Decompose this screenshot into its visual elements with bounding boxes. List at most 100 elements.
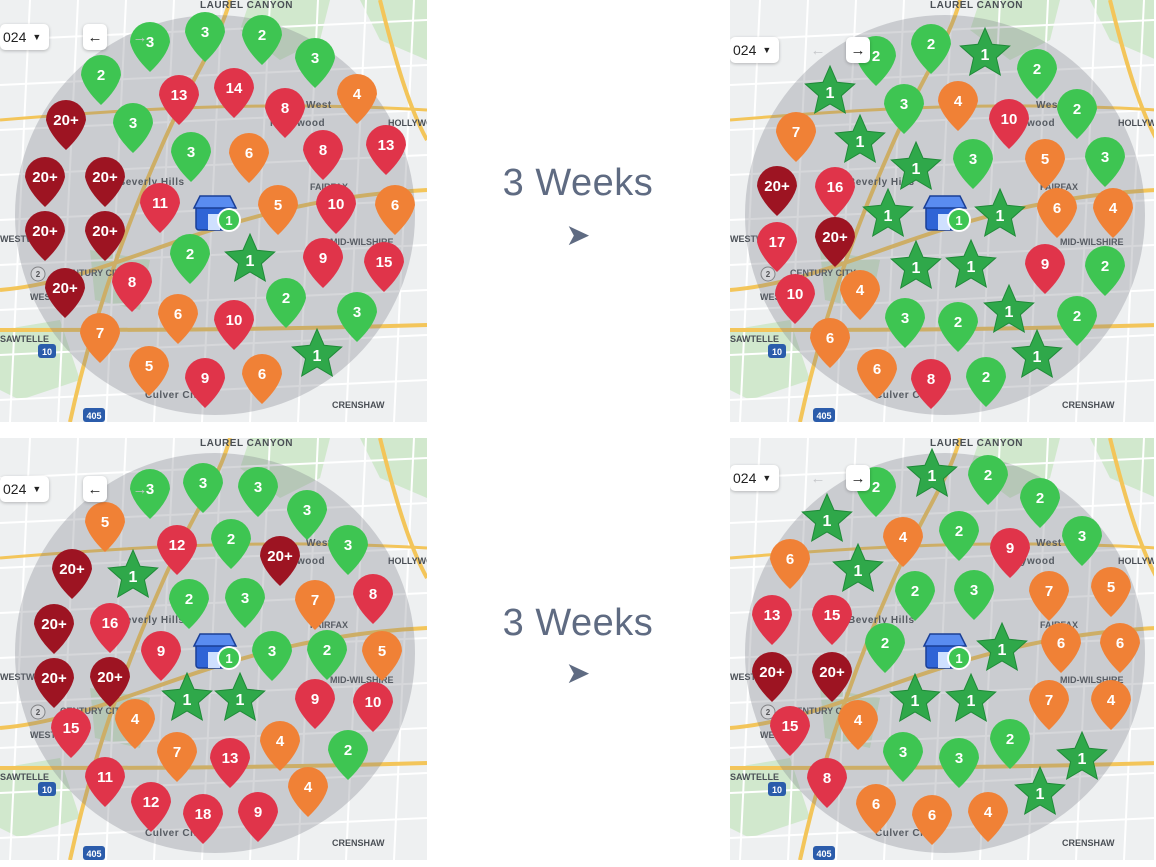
map-canvas[interactable]: LAUREL CANYONWestHollywoodHOLLYWOODBever… xyxy=(730,0,1154,422)
rank-pin-marker[interactable]: 8 xyxy=(302,129,343,180)
rank-pin-marker[interactable]: 2 xyxy=(1057,89,1097,139)
rank-pin-marker[interactable]: 20+ xyxy=(34,604,74,654)
rank-pin-marker[interactable]: 3 xyxy=(885,298,925,348)
rank-pin-marker[interactable]: 20+ xyxy=(34,658,74,708)
back-arrow-button[interactable]: ← xyxy=(83,476,107,502)
rank-pin-marker[interactable]: 15 xyxy=(770,706,810,756)
rank-star-marker[interactable]: 1 xyxy=(889,672,941,723)
heatmap-panel-after-2[interactable]: LAUREL CANYON West Hollywood HOLLYWOOD Bever… xyxy=(730,438,1154,860)
rank-pin-marker[interactable]: 7 xyxy=(80,313,120,363)
rank-star-marker[interactable]: 1 xyxy=(107,548,159,599)
rank-pin-marker[interactable]: 20+ xyxy=(45,268,85,318)
rank-pin-marker[interactable]: 5 xyxy=(129,345,170,396)
rank-pin-marker[interactable]: 20+ xyxy=(85,211,125,261)
rank-pin-marker[interactable]: 4 xyxy=(938,81,978,131)
rank-pin-marker[interactable]: 15 xyxy=(812,595,852,645)
rank-pin-marker[interactable]: 2 xyxy=(169,579,209,629)
rank-star-marker[interactable]: 1 xyxy=(890,140,942,191)
rank-pin-marker[interactable]: 7 xyxy=(157,732,197,782)
rank-pin-marker[interactable]: 4 xyxy=(840,270,880,320)
year-dropdown[interactable]: 024 ▼ xyxy=(730,37,780,63)
rank-pin-marker[interactable]: 4 xyxy=(115,699,155,749)
rank-pin-marker[interactable]: 20+ xyxy=(90,657,130,707)
rank-pin-marker[interactable]: 9 xyxy=(1025,244,1065,294)
rank-pin-marker[interactable]: 5 xyxy=(362,631,402,681)
rank-pin-marker[interactable]: 5 xyxy=(258,185,298,235)
rank-pin-marker[interactable]: 3 xyxy=(953,139,993,189)
rank-pin-marker[interactable]: 3 xyxy=(328,525,368,575)
rank-pin-marker[interactable]: 3 xyxy=(337,292,377,342)
rank-pin-marker[interactable]: 10 xyxy=(775,274,815,324)
rank-pin-marker[interactable]: 7 xyxy=(1029,571,1069,621)
rank-pin-marker[interactable]: 10 xyxy=(353,682,393,732)
rank-star-marker[interactable]: 1 xyxy=(832,542,884,593)
forward-arrow-button[interactable]: → xyxy=(132,480,148,498)
rank-pin-marker[interactable]: 2 xyxy=(966,357,1006,407)
rank-star-marker[interactable]: 1 xyxy=(291,327,343,378)
rank-pin-marker[interactable]: 2 xyxy=(990,719,1030,769)
back-arrow-button[interactable]: ← xyxy=(83,24,107,50)
rank-pin-marker[interactable]: 11 xyxy=(85,757,125,807)
rank-pin-marker[interactable]: 20+ xyxy=(815,217,855,267)
rank-star-marker[interactable]: 1 xyxy=(161,671,213,722)
rank-pin-marker[interactable]: 9 xyxy=(302,237,343,288)
rank-pin-marker[interactable]: 2 xyxy=(938,302,978,352)
rank-pin-marker[interactable]: 6 xyxy=(857,349,897,399)
rank-pin-marker[interactable]: 6 xyxy=(912,795,952,845)
rank-pin-marker[interactable]: 2 xyxy=(1085,246,1125,296)
rank-star-marker[interactable]: 1 xyxy=(224,232,276,283)
rank-pin-marker[interactable]: 16 xyxy=(90,603,130,653)
rank-pin-marker[interactable]: 20+ xyxy=(812,652,852,702)
rank-pin-marker[interactable]: 2 xyxy=(939,511,979,561)
rank-pin-marker[interactable]: 18 xyxy=(183,794,223,844)
rank-pin-marker[interactable]: 4 xyxy=(968,792,1008,842)
rank-pin-marker[interactable]: 20+ xyxy=(25,211,65,261)
rank-pin-marker[interactable]: 13 xyxy=(366,125,406,175)
rank-pin-marker[interactable]: 4 xyxy=(1091,680,1131,730)
rank-pin-marker[interactable]: 2 xyxy=(968,455,1008,505)
rank-star-marker[interactable]: 1 xyxy=(801,492,853,543)
rank-pin-marker[interactable]: 6 xyxy=(1041,623,1081,673)
rank-pin-marker[interactable]: 10 xyxy=(316,184,356,234)
rank-pin-marker[interactable]: 3 xyxy=(884,83,924,134)
rank-pin-marker[interactable]: 4 xyxy=(260,721,300,771)
rank-pin-marker[interactable]: 13 xyxy=(752,595,792,645)
year-dropdown[interactable]: 024 ▼ xyxy=(0,476,50,502)
rank-pin-marker[interactable]: 8 xyxy=(911,359,951,409)
rank-pin-marker[interactable]: 3 xyxy=(252,631,292,681)
rank-pin-marker[interactable]: 20+ xyxy=(25,157,65,207)
rank-pin-marker[interactable]: 3 xyxy=(1062,516,1102,566)
year-dropdown[interactable]: 024 ▼ xyxy=(0,24,50,50)
rank-pin-marker[interactable]: 9 xyxy=(295,679,335,729)
business-location-marker[interactable]: 1 xyxy=(922,633,971,670)
rank-pin-marker[interactable]: 20+ xyxy=(46,100,86,150)
heatmap-panel-before-1[interactable]: LAUREL CANYONWestHollywoodHOLLYWOODBever… xyxy=(0,0,427,422)
rank-pin-marker[interactable]: 20+ xyxy=(260,536,300,586)
rank-pin-marker[interactable]: 3 xyxy=(287,490,327,540)
rank-pin-marker[interactable]: 9 xyxy=(238,792,278,842)
rank-pin-marker[interactable]: 4 xyxy=(838,700,878,750)
business-location-marker[interactable]: 1 xyxy=(192,633,241,670)
forward-arrow-button[interactable]: → xyxy=(846,37,870,63)
rank-pin-marker[interactable]: 4 xyxy=(1093,188,1133,238)
rank-pin-marker[interactable]: 9 xyxy=(141,631,181,681)
rank-pin-marker[interactable]: 8 xyxy=(807,757,847,808)
rank-pin-marker[interactable]: 5 xyxy=(1091,567,1131,617)
rank-pin-marker[interactable]: 4 xyxy=(288,766,328,817)
rank-star-marker[interactable]: 1 xyxy=(974,187,1026,238)
rank-star-marker[interactable]: 1 xyxy=(959,26,1011,77)
rank-pin-marker[interactable]: 3 xyxy=(954,570,994,620)
rank-pin-marker[interactable]: 2 xyxy=(1017,49,1057,99)
rank-pin-marker[interactable]: 15 xyxy=(364,242,404,292)
rank-pin-marker[interactable]: 8 xyxy=(265,88,305,138)
rank-pin-marker[interactable]: 20+ xyxy=(757,166,797,216)
rank-pin-marker[interactable]: 6 xyxy=(810,318,850,368)
rank-pin-marker[interactable]: 7 xyxy=(1029,680,1069,730)
rank-pin-marker[interactable]: 2 xyxy=(266,278,306,328)
rank-pin-marker[interactable]: 5 xyxy=(1025,139,1065,189)
rank-pin-marker[interactable]: 6 xyxy=(1100,623,1140,673)
rank-pin-marker[interactable]: 17 xyxy=(757,222,797,272)
map-canvas[interactable]: LAUREL CANYONWestHollywoodHOLLYWOODBever… xyxy=(0,0,427,422)
map-canvas[interactable]: LAUREL CANYONWestHollywoodHOLLYWOODBever… xyxy=(730,438,1154,860)
rank-pin-marker[interactable]: 13 xyxy=(210,738,250,788)
